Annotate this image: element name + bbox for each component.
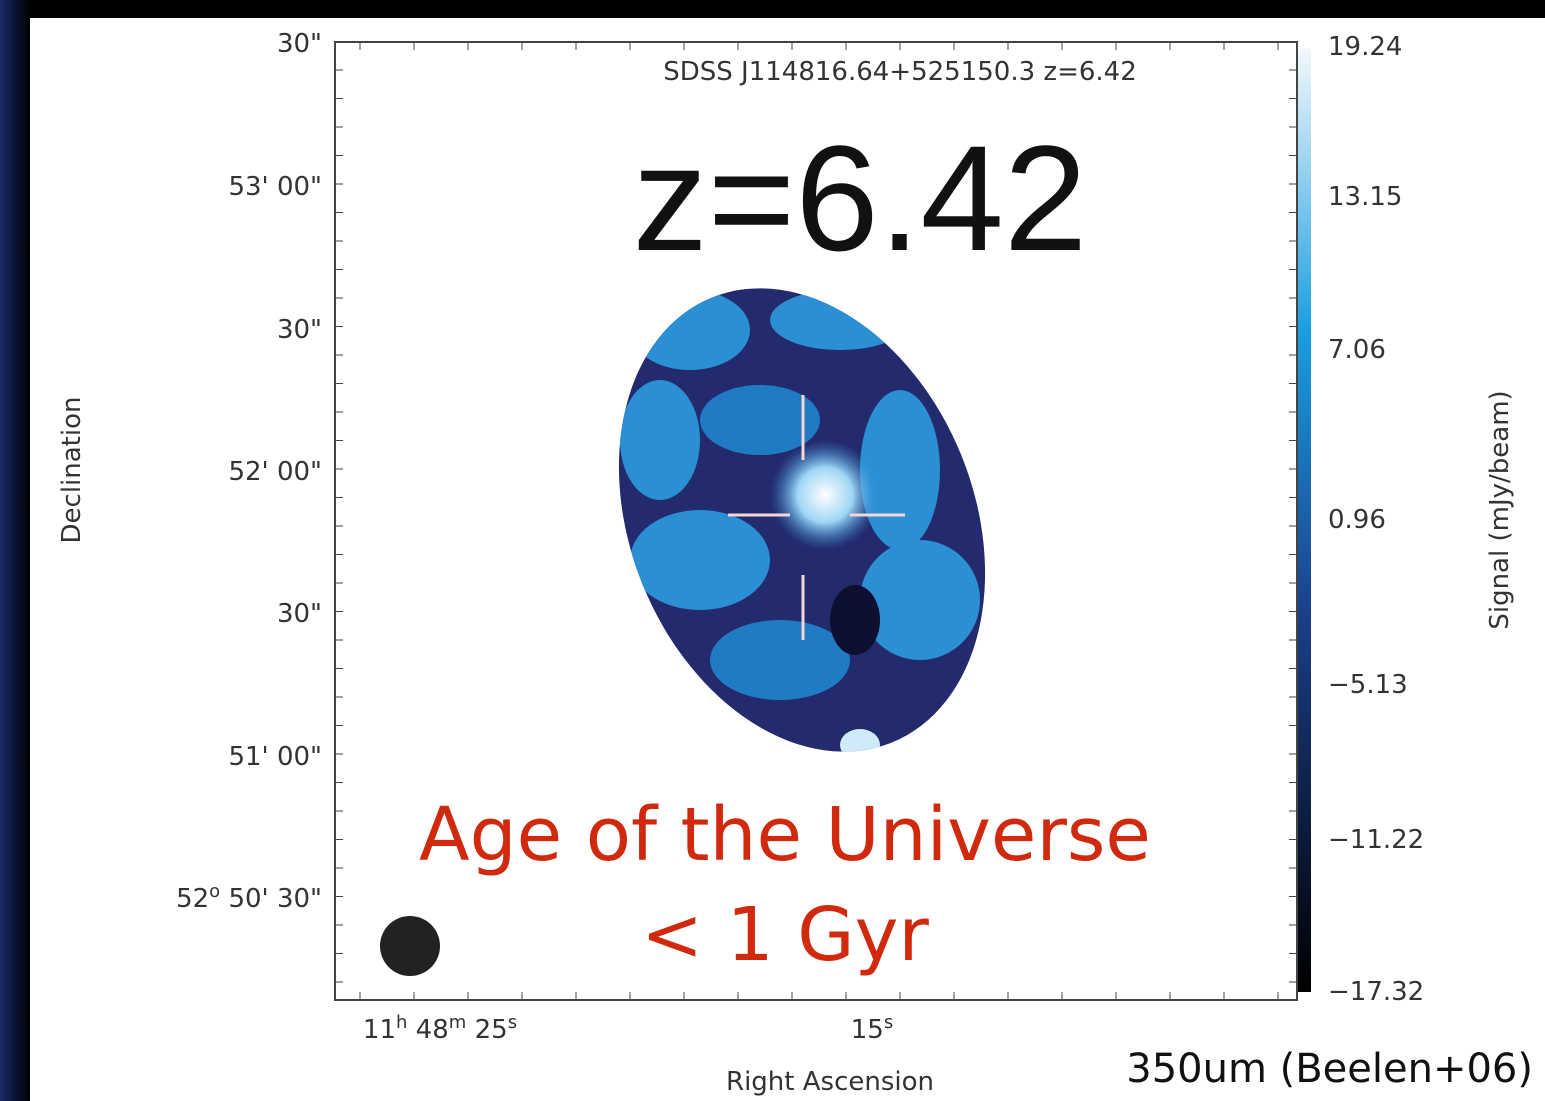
redshift: z=6.42 <box>633 114 1088 282</box>
label-part: 52' 00" <box>228 457 322 487</box>
y-tick-label: 30" <box>277 599 322 629</box>
label-part: 48 <box>407 1015 448 1045</box>
y-axis-label: Declination <box>57 397 87 544</box>
label-part: 30" <box>277 29 322 59</box>
label-part: h <box>396 1012 407 1033</box>
label-part: m <box>449 1012 467 1033</box>
y-tick-label: 51' 00" <box>228 742 322 772</box>
y-tick-label: 52' 00" <box>228 457 322 487</box>
beam <box>380 916 440 976</box>
label-part: 52 <box>176 884 209 914</box>
colorbar-label: −11.22 <box>1328 825 1424 855</box>
colorbar-label: −5.13 <box>1328 670 1408 700</box>
label-part: 25 <box>466 1015 507 1045</box>
label-part: o <box>209 881 220 902</box>
y-tick-label: 30" <box>277 315 322 345</box>
label-part: 11 <box>363 1015 396 1045</box>
colorbar <box>1298 48 1311 992</box>
age-line: Age of the Universe <box>419 792 1151 878</box>
age-line: < 1 Gyr <box>641 892 929 978</box>
colorbar-label: 7.06 <box>1328 335 1386 365</box>
colorbar-title: Signal (mJy/beam) <box>1485 390 1515 629</box>
label-part: 30" <box>277 599 322 629</box>
credit: 350um (Beelen+06) <box>1126 1046 1533 1092</box>
x-axis-label: Right Ascension <box>726 1067 934 1097</box>
colorbar-label: −17.32 <box>1328 977 1424 1007</box>
label-part: s <box>884 1012 893 1033</box>
x-tick-label: 11h 48m 25s <box>363 1012 517 1046</box>
y-tick-label: 53' 00" <box>228 172 322 202</box>
y-tick-label: 30" <box>277 29 322 59</box>
y-tick-label: 52o 50' 30" <box>176 881 322 915</box>
label-part: 53' 00" <box>228 172 322 202</box>
colorbar-label: 0.96 <box>1328 505 1386 535</box>
colorbar-label: 19.24 <box>1328 32 1402 62</box>
label-part: 50' 30" <box>220 884 322 914</box>
source-title: SDSS J114816.64+525150.3 z=6.42 <box>663 57 1137 87</box>
label-part: 30" <box>277 315 322 345</box>
slide: SDSS J114816.64+525150.3 z=6.42 Right As… <box>0 0 1545 1101</box>
colorbar-label: 13.15 <box>1328 182 1402 212</box>
edge <box>0 0 30 1101</box>
label-part: s <box>508 1012 517 1033</box>
label-part: 15 <box>851 1015 884 1045</box>
label-part: 51' 00" <box>228 742 322 772</box>
